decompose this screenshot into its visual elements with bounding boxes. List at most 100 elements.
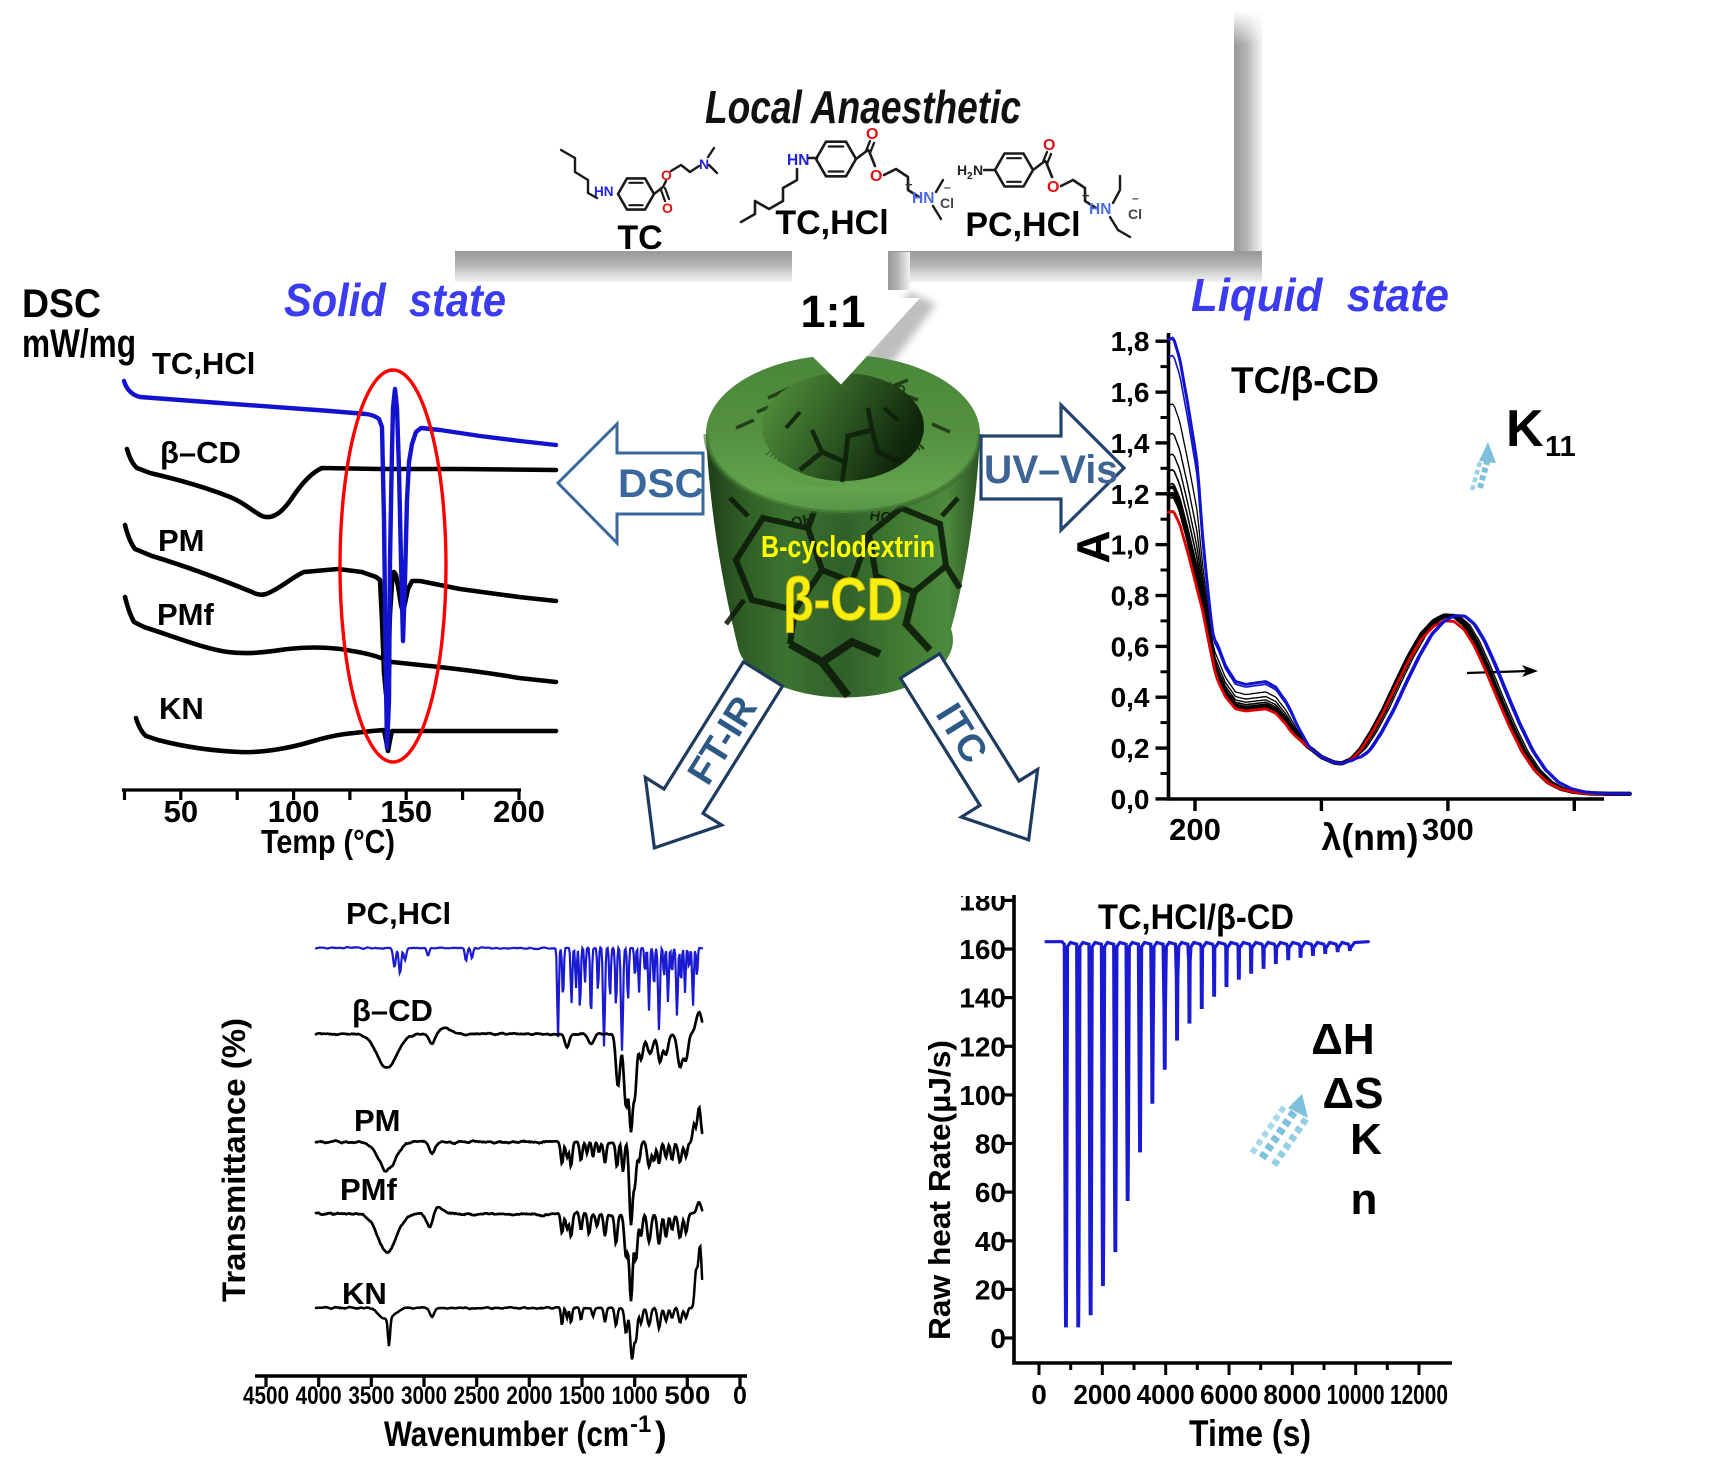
svg-text:Wavenumber (cm: Wavenumber (cm (384, 1415, 629, 1454)
svg-text:ΔH: ΔH (1311, 1015, 1374, 1064)
svg-text:40: 40 (975, 1226, 1006, 1257)
svg-text:–: – (944, 180, 951, 194)
svg-text:DSC: DSC (618, 462, 704, 506)
svg-text:10000: 10000 (1327, 1379, 1385, 1410)
svg-text:Cl: Cl (940, 195, 954, 211)
svg-text:O: O (870, 168, 882, 185)
svg-text:1,0: 1,0 (1111, 530, 1150, 561)
svg-text:PM: PM (354, 1103, 401, 1138)
svg-text:6000: 6000 (1200, 1379, 1258, 1410)
svg-text:TC/β-CD: TC/β-CD (1231, 360, 1379, 401)
svg-text:+: + (1082, 188, 1090, 203)
svg-text:160: 160 (959, 934, 1006, 965)
svg-text:K: K (1350, 1115, 1382, 1164)
svg-text:50: 50 (164, 794, 198, 829)
svg-text:β–CD: β–CD (160, 435, 241, 470)
svg-text:1,4: 1,4 (1111, 428, 1150, 459)
svg-text:4000: 4000 (296, 1382, 342, 1410)
svg-text:0: 0 (733, 1382, 747, 1410)
svg-text:Raw heat Rate(µJ/s): Raw heat Rate(µJ/s) (922, 1040, 957, 1340)
svg-text:O: O (866, 126, 878, 143)
svg-text:N: N (973, 162, 983, 178)
svg-text:A: A (1067, 530, 1119, 563)
svg-text:0,0: 0,0 (1111, 784, 1150, 815)
svg-text:Time (s): Time (s) (1189, 1413, 1311, 1454)
svg-text:UV–Vis: UV–Vis (984, 448, 1118, 492)
svg-text:PMf: PMf (157, 597, 215, 632)
svg-text:KN: KN (342, 1276, 387, 1311)
svg-text:0,4: 0,4 (1111, 682, 1150, 713)
svg-text:TC,HCl/β-CD: TC,HCl/β-CD (1098, 898, 1294, 937)
svg-text:n: n (1351, 1175, 1378, 1224)
svg-text:+: + (905, 177, 913, 192)
svg-text:PC,HCl: PC,HCl (346, 896, 451, 931)
svg-text:Liquid state: Liquid state (1191, 269, 1449, 321)
svg-text:β-CD: β-CD (783, 566, 903, 633)
svg-text:4500: 4500 (243, 1382, 289, 1410)
svg-text:PC,HCl: PC,HCl (965, 206, 1080, 244)
svg-text:TC,HCl: TC,HCl (152, 346, 255, 381)
svg-text:TC: TC (617, 219, 662, 257)
svg-text:O: O (1047, 179, 1059, 196)
svg-text:0,2: 0,2 (1111, 733, 1150, 764)
svg-text:TC,HCl: TC,HCl (775, 204, 888, 242)
svg-text:O: O (1043, 137, 1055, 154)
svg-text:60: 60 (975, 1177, 1006, 1208)
svg-text:H: H (957, 162, 967, 178)
svg-text:Temp (°C): Temp (°C) (261, 823, 395, 860)
svg-text:HN: HN (912, 190, 934, 207)
svg-text:120: 120 (959, 1031, 1006, 1062)
svg-text:1,6: 1,6 (1111, 377, 1150, 408)
svg-text:DSC: DSC (22, 282, 101, 326)
svg-text:N: N (699, 156, 709, 172)
svg-text:2: 2 (967, 171, 973, 182)
svg-text:β–CD: β–CD (352, 993, 433, 1028)
svg-text:0,6: 0,6 (1111, 631, 1150, 662)
svg-text:200: 200 (493, 794, 545, 829)
svg-text:20: 20 (975, 1274, 1006, 1305)
svg-text:200: 200 (1169, 812, 1221, 847)
svg-text:0: 0 (1031, 1379, 1047, 1410)
svg-text:1,2: 1,2 (1111, 479, 1150, 510)
svg-text:11: 11 (1545, 431, 1576, 463)
svg-text:300: 300 (1422, 812, 1474, 847)
svg-text:500: 500 (664, 1382, 710, 1410)
svg-text:Local Anaesthetic: Local Anaesthetic (705, 81, 1021, 133)
svg-text:2000: 2000 (506, 1382, 552, 1410)
svg-text:Solid state: Solid state (284, 274, 506, 326)
svg-text:PM: PM (158, 523, 205, 558)
svg-text:–: – (1132, 191, 1139, 205)
svg-text:B-cyclodextrin: B-cyclodextrin (761, 529, 935, 564)
svg-text:100: 100 (959, 1080, 1006, 1111)
svg-text:KN: KN (159, 691, 204, 726)
svg-text:2500: 2500 (454, 1382, 500, 1410)
svg-text:80: 80 (975, 1129, 1006, 1160)
svg-text:HN: HN (1089, 201, 1111, 218)
svg-text:K: K (1506, 400, 1544, 458)
svg-text:Transmittance (%): Transmittance (%) (216, 1018, 252, 1302)
svg-text:-1: -1 (630, 1411, 651, 1438)
svg-text:12000: 12000 (1390, 1379, 1448, 1410)
svg-text:OH: OH (790, 511, 815, 532)
svg-text:150: 150 (380, 794, 432, 829)
svg-text:3000: 3000 (401, 1382, 447, 1410)
svg-text:O: O (661, 167, 672, 183)
svg-text:mW/mg: mW/mg (22, 322, 136, 366)
svg-text:2000: 2000 (1073, 1379, 1131, 1410)
svg-text:O: O (662, 200, 673, 216)
svg-text:HN: HN (787, 152, 809, 169)
svg-text:8000: 8000 (1263, 1379, 1321, 1410)
svg-text:0: 0 (990, 1323, 1006, 1354)
svg-text:3500: 3500 (348, 1382, 394, 1410)
svg-text:ΔS: ΔS (1323, 1069, 1384, 1118)
svg-text:): ) (655, 1415, 667, 1454)
svg-text:Cl: Cl (1128, 206, 1142, 222)
svg-text:HN: HN (594, 184, 614, 199)
svg-text:1500: 1500 (559, 1382, 605, 1410)
svg-text:PMf: PMf (340, 1172, 398, 1207)
svg-text:1000: 1000 (612, 1382, 658, 1410)
svg-text:4000: 4000 (1137, 1379, 1195, 1410)
svg-text:1:1: 1:1 (800, 286, 865, 337)
svg-text:1,8: 1,8 (1111, 326, 1150, 357)
svg-text:0,8: 0,8 (1111, 581, 1150, 612)
